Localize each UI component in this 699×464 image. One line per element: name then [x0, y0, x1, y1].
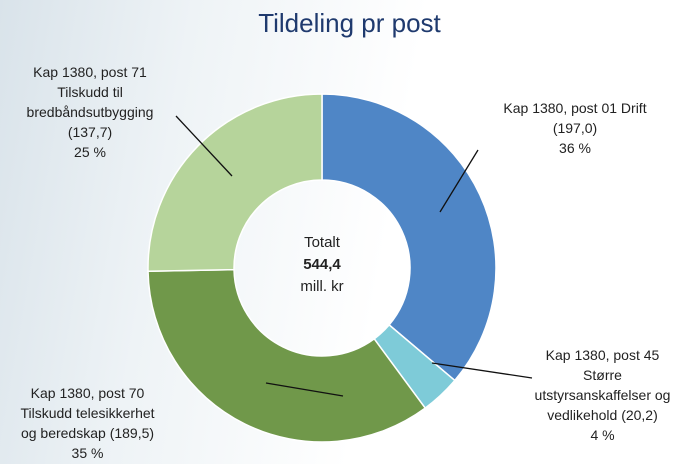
- value-label: (137,7): [10, 122, 170, 142]
- slice-label: Kap 1380, post 01 Drift (197,0)36 %: [470, 98, 680, 158]
- slice-label: Kap 1380, post 70 Tilskudd telesikkerhet…: [0, 383, 175, 463]
- category-name: Kap 1380, post 01 Drift: [503, 100, 646, 116]
- percent-label: 35 %: [0, 443, 175, 463]
- value-label: (20,2): [621, 407, 658, 423]
- value-label: (189,5): [110, 425, 154, 441]
- percent-label: 25 %: [10, 142, 170, 162]
- slice-label: Kap 1380, post 71 Tilskudd til bredbånds…: [10, 62, 170, 162]
- value-label: (197,0): [470, 118, 680, 138]
- chart-title: Tildeling pr post: [0, 8, 699, 39]
- center-total: 544,4: [262, 254, 382, 276]
- percent-label: 4 %: [510, 425, 695, 445]
- slice-label: Kap 1380, post 45 Større utstyrsanskaffe…: [510, 345, 695, 445]
- center-top: Totalt: [262, 232, 382, 254]
- percent-label: 36 %: [470, 138, 680, 158]
- center-label: Totalt 544,4 mill. kr: [262, 232, 382, 298]
- category-name: Kap 1380, post 71 Tilskudd til bredbånds…: [27, 64, 154, 120]
- page: Tildeling pr post Totalt 544,4 mill. kr …: [0, 0, 699, 464]
- center-bottom: mill. kr: [262, 276, 382, 298]
